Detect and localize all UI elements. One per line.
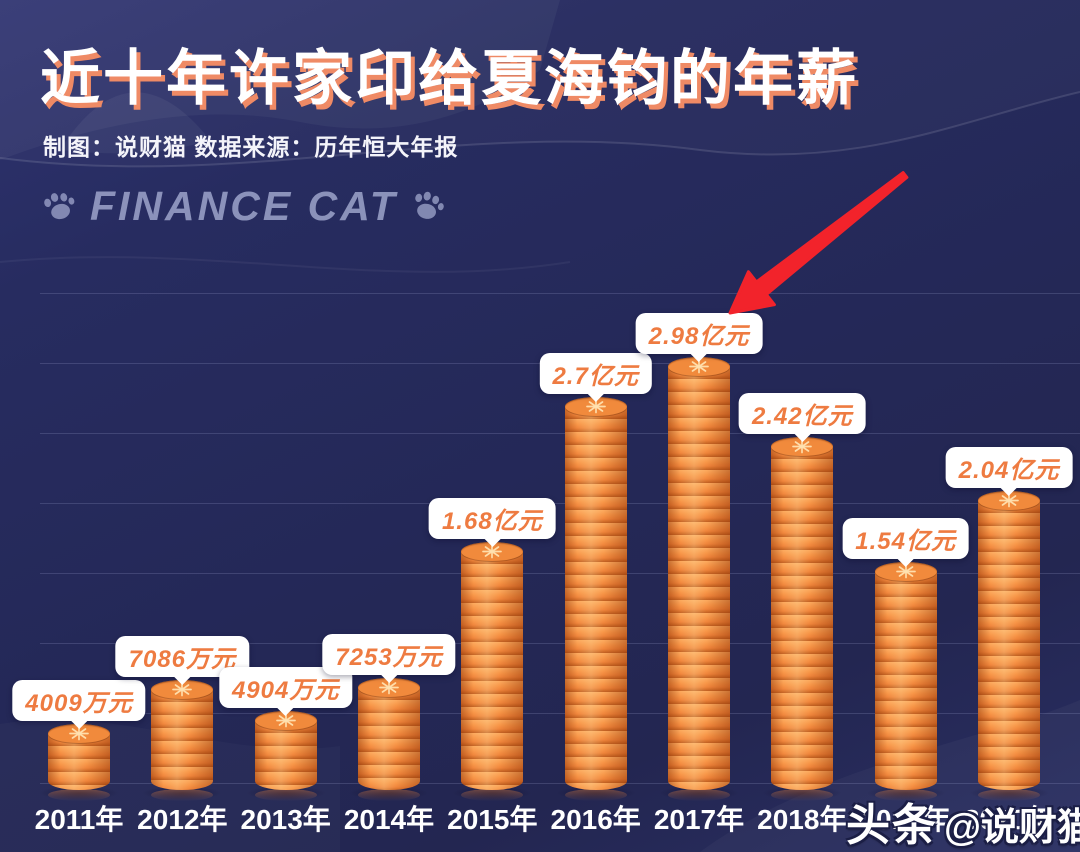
account-handle-text: @说财猫 <box>944 807 1080 849</box>
value-bubble-2017年: 2.98亿元 <box>635 313 763 354</box>
coin-stack-reflection <box>564 789 627 801</box>
value-bubble-2011年: 4009万元 <box>12 680 146 721</box>
coin-stack-shadow <box>245 786 326 800</box>
coin-bar-2016年 <box>564 397 627 790</box>
coin-top-face <box>564 397 627 416</box>
value-bubble-2019年: 1.54亿元 <box>842 518 969 559</box>
toutiao-brand-text: 头条 <box>846 801 938 850</box>
coin-top-face <box>48 724 110 743</box>
coin-bar-2012年 <box>151 680 214 790</box>
x-axis-label-2012年: 2012年 <box>137 804 228 835</box>
coin-top-face <box>771 437 834 456</box>
gridline <box>40 713 1080 714</box>
value-bubble-2015年: 1.68亿元 <box>428 498 556 539</box>
coin-stack-shadow <box>762 786 843 800</box>
paw-print-icon <box>415 191 444 219</box>
finance-cat-watermark: FINANCE CAT <box>42 183 446 230</box>
coin-stack-reflection <box>771 789 834 801</box>
coin-top-face <box>667 357 730 376</box>
gridline <box>40 503 1080 504</box>
coin-stack-shadow <box>348 786 429 800</box>
coin-stack-reflection <box>977 789 1040 801</box>
value-bubble-2016年: 2.7亿元 <box>539 353 652 394</box>
x-axis-label-2014年: 2014年 <box>343 804 435 835</box>
coin-stack-shadow <box>39 786 119 800</box>
coin-stack-reflection <box>254 789 317 801</box>
x-axis-label-2019年: 2019年 <box>860 804 951 835</box>
coin-bar-2011年 <box>48 724 110 790</box>
coin-top-face <box>874 562 937 581</box>
value-bubble-2012年: 7086万元 <box>115 636 250 677</box>
coin-top-face <box>977 491 1040 510</box>
coin-stack-reflection <box>874 789 937 801</box>
value-bubble-2020年: 2.04亿元 <box>945 447 1073 488</box>
value-bubble-2018年: 2.42亿元 <box>738 393 866 434</box>
gridline <box>40 293 1080 294</box>
x-axis-label-2013年: 2013年 <box>240 804 331 835</box>
gridline <box>40 573 1080 574</box>
coin-stack-shadow <box>658 786 739 800</box>
coin-bar-2020年 <box>977 491 1040 790</box>
gridline <box>40 433 1080 434</box>
coin-bar-2019年 <box>874 562 937 790</box>
coin-bar-2015年 <box>461 542 524 790</box>
finance-cat-text: FINANCE CAT <box>90 183 398 229</box>
coin-stack-reflection <box>461 789 524 801</box>
x-axis-label-2020年: 2020年 <box>963 804 1055 835</box>
coin-top-face <box>151 680 214 699</box>
coin-stack-reflection <box>151 789 214 801</box>
coin-bar-2018年 <box>771 437 834 790</box>
coin-top-face <box>461 542 524 561</box>
x-axis-label-2016年: 2016年 <box>550 804 641 835</box>
coin-stack-shadow <box>865 786 946 800</box>
coin-top-face <box>357 678 420 697</box>
value-bubble-2014年: 7253万元 <box>322 634 456 675</box>
gridline <box>40 643 1080 644</box>
coin-bar-2013年 <box>254 711 317 790</box>
coin-stack-shadow <box>452 786 533 800</box>
toutiao-watermark: 头条 @说财猫 <box>846 789 1080 852</box>
coin-stack-reflection <box>48 789 110 801</box>
x-axis-label-2017年: 2017年 <box>653 804 745 835</box>
coin-stack-shadow <box>142 786 223 800</box>
x-axis-label-2018年: 2018年 <box>757 804 848 835</box>
paw-print-icon <box>44 192 75 219</box>
coin-stack-shadow <box>555 786 636 800</box>
coin-stack-reflection <box>357 789 420 801</box>
chart-source-note: 制图：说财猫 数据来源：历年恒大年报 <box>43 134 459 160</box>
page-title: 近十年许家印给夏海钧的年薪 <box>40 45 859 112</box>
coin-top-face <box>254 711 317 730</box>
coin-bar-2017年 <box>667 357 730 790</box>
coin-bar-2014年 <box>357 678 420 790</box>
x-axis-label-2011年: 2011年 <box>34 804 124 835</box>
coin-stack-reflection <box>667 789 730 801</box>
coin-stack-shadow <box>968 786 1049 800</box>
gridline <box>40 783 1080 784</box>
x-axis-label-2015年: 2015年 <box>447 804 538 835</box>
